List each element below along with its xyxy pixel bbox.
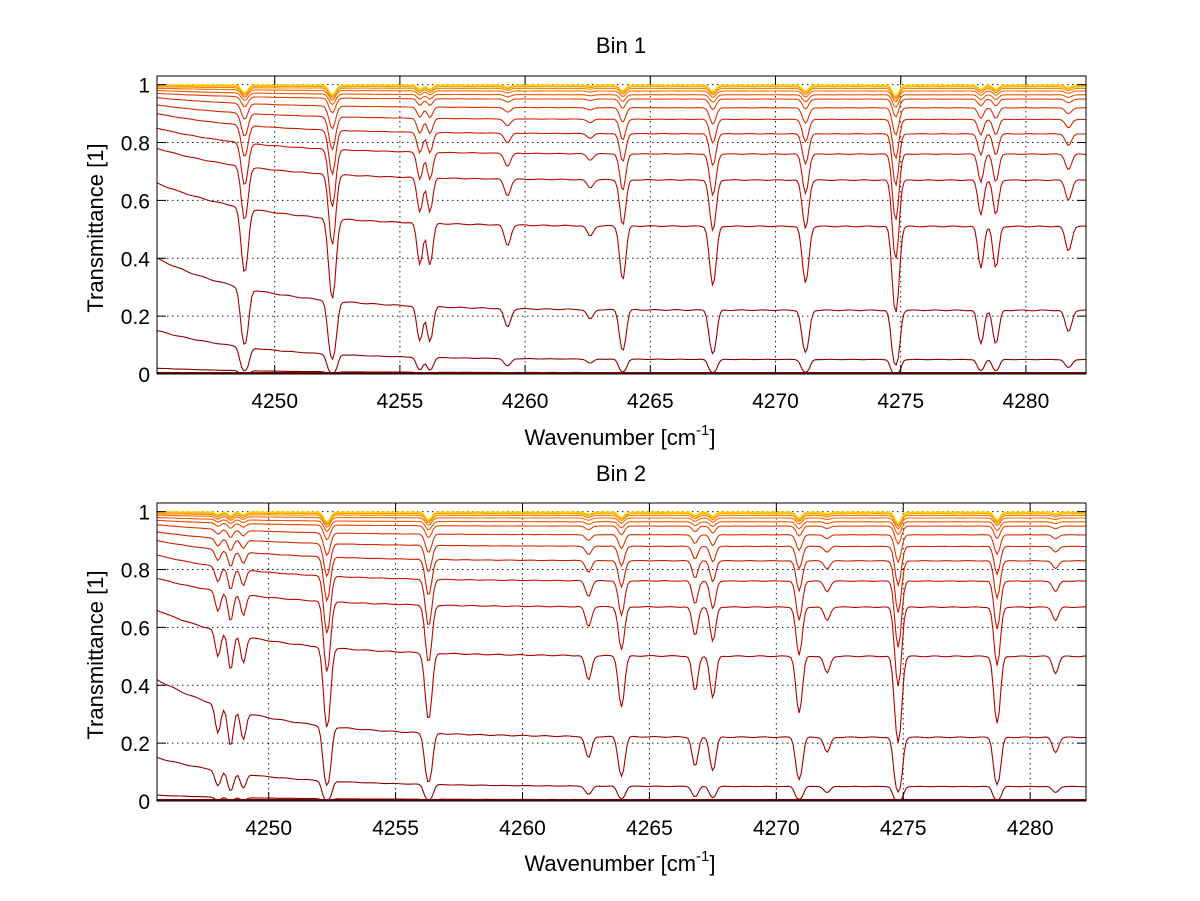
transmittance-series-line [157,84,1086,97]
subplot-title: Bin 1 [596,33,646,58]
transmittance-series-line [156,531,1086,588]
plot-area-frame [156,75,1087,375]
transmittance-series-line [156,97,1087,137]
x-tick-label: 4265 [627,390,674,413]
transmittance-series-line [157,511,1086,526]
x-tick-label: 4255 [377,390,424,413]
x-tick-label: 4275 [877,390,924,413]
transmittance-series-line [156,519,1086,545]
x-tick-label: 4280 [1003,390,1050,413]
transmittance-series-line [157,514,1086,530]
transmittance-series-line [156,577,1087,687]
transmittance-series-line [156,756,1086,801]
transmittance-series-line [157,85,1086,99]
subplot-bin-2: Bin 2 4250 4255 4260 4265 4270 4275 4280 0 0.2 0.… [83,461,1087,876]
transmittance-series-line [156,104,1086,160]
subplot-bin-1: Bin 1 4250 4255 4260 4265 4270 4275 4280 0 0.2 0.… [83,33,1087,450]
y-tick-label: 0.2 [121,306,150,329]
y-tick-label: 0.4 [121,675,151,698]
x-tick-label: 4275 [880,817,927,840]
x-tick-label: 4260 [502,390,549,413]
transmittance-series-line [156,147,1087,259]
x-tick-label: 4250 [245,817,292,840]
x-tick-label: 4265 [626,817,673,840]
transmittance-series-line [156,524,1087,564]
x-axis-label-superscript: -1 [696,422,709,439]
transmittance-series-line [156,257,1086,366]
transmittance-series-line [157,86,1086,101]
y-tick-label: 0.2 [121,733,150,756]
x-tick-label: 4250 [251,390,298,413]
x-tick-label: 4255 [372,817,419,840]
x-axis-label-superscript: -1 [696,848,709,865]
x-tick-label: 4260 [499,817,546,840]
y-tick-label: 0.8 [121,560,150,583]
transmittance-series-line [156,92,1086,118]
x-axis-label-main: Wavenumber [cm [524,425,696,450]
x-tick-label: 4270 [753,817,800,840]
y-tick-label: 0 [138,364,150,387]
x-tick-label: 4270 [752,390,799,413]
transmittance-series-line [156,539,1087,613]
transmittance-series-line [156,516,1086,536]
transmittance-series-line [156,113,1086,188]
transmittance-series-line [156,330,1087,374]
tick-marks [157,76,1086,375]
spectra-series-group [156,511,1087,802]
transmittance-series-line [156,554,1087,648]
tick-labels: 4250 4255 4260 4265 4270 4275 4280 0 0.2 0.4 0.6 0.… [121,502,1054,840]
transmittance-series-line [156,609,1087,743]
transmittance-series-line [156,182,1087,313]
x-axis-label: Wavenumber [cm-1] [524,422,715,450]
y-axis-label: Transmittance [1] [83,570,108,739]
tick-labels: 4250 4255 4260 4265 4270 4275 4280 0 0.2 0.4 0.6 0.… [121,75,1049,413]
y-tick-label: 1 [138,75,150,98]
y-axis-label: Transmittance [1] [83,143,108,312]
y-tick-label: 1 [138,502,150,525]
x-axis-label-suffix: ] [709,425,715,450]
x-axis-label: Wavenumber [cm-1] [524,848,715,876]
subplot-title: Bin 2 [596,461,646,486]
y-tick-label: 0.4 [121,248,151,271]
y-tick-label: 0 [138,791,150,814]
transmittance-series-line [156,87,1086,103]
x-tick-label: 4280 [1007,817,1054,840]
plot-area-frame [156,502,1087,802]
transmittance-series-line [156,89,1086,109]
y-tick-label: 0.6 [121,617,150,640]
transmittance-series-line [156,679,1087,794]
y-tick-label: 0.6 [121,190,150,213]
x-axis-label-main: Wavenumber [cm [524,851,696,876]
transmittance-series-line [157,511,1087,524]
x-axis-label-suffix: ] [709,851,715,876]
transmittance-series-line [156,127,1087,220]
spectra-series-group [156,84,1087,375]
y-tick-label: 0.8 [121,133,150,156]
transmittance-series-line [157,513,1087,528]
tick-marks [157,503,1086,802]
